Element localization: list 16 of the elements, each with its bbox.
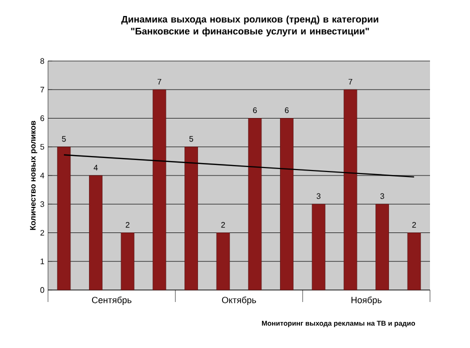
bar xyxy=(280,118,294,290)
bar xyxy=(407,232,421,290)
text: Сентябрь xyxy=(92,296,132,305)
bar xyxy=(89,175,102,290)
bar xyxy=(152,89,166,290)
chart-title: Динамика выхода новых роликов (тренд) в категории "Банковские и финансовые услуги и инвестиции" xyxy=(121,16,378,36)
bar xyxy=(184,146,198,290)
bar xyxy=(120,232,134,290)
bar xyxy=(312,204,326,290)
text: Ноябрь xyxy=(352,296,382,305)
bar xyxy=(376,204,389,290)
bar xyxy=(248,118,262,290)
bar xyxy=(216,232,230,290)
text: Октябрь xyxy=(222,296,256,305)
bar xyxy=(344,89,358,290)
bar xyxy=(57,146,71,290)
